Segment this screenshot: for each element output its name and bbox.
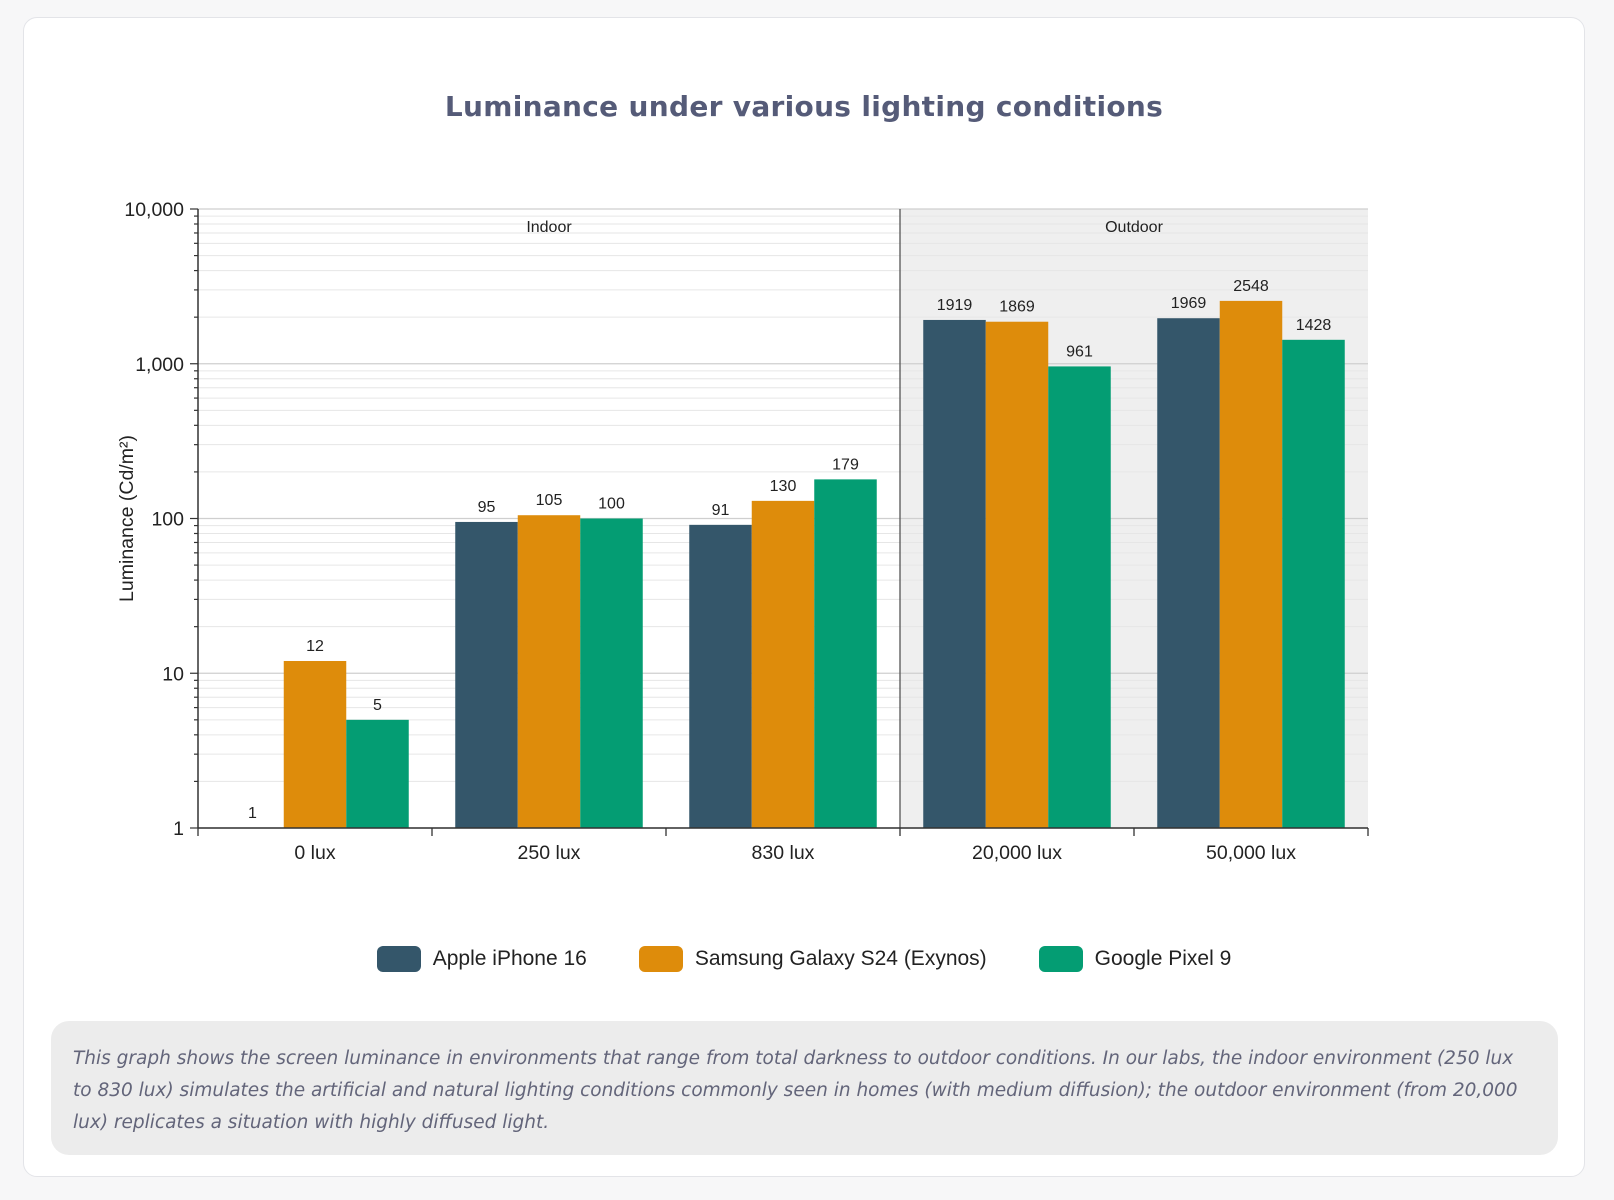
bar-value-label: 5	[373, 697, 382, 714]
bar	[751, 500, 815, 828]
x-tick-label: 830 lux	[752, 842, 815, 864]
bar	[346, 719, 409, 828]
legend-item[interactable]: Samsung Galaxy S24 (Exynos)	[638, 946, 987, 972]
chart-title: Luminance under various lighting conditi…	[444, 90, 1164, 123]
x-tick-label: 0 lux	[294, 842, 335, 864]
bar-value-label: 2548	[1233, 278, 1269, 295]
region-label-indoor: Indoor	[526, 219, 572, 236]
x-tick-label: 250 lux	[518, 842, 581, 864]
bar	[985, 321, 1049, 828]
y-axis-title: Luminance (Cd/m²)	[116, 435, 138, 602]
chart-card: Luminance under various lighting conditi…	[23, 17, 1585, 1177]
bar-value-label: 91	[712, 502, 730, 519]
chart-description: This graph shows the screen luminance in…	[51, 1021, 1558, 1155]
bar-value-label: 1428	[1296, 317, 1332, 334]
bar-value-label: 1	[248, 805, 257, 822]
bar-value-label: 1869	[999, 299, 1035, 316]
legend-item[interactable]: Apple iPhone 16	[376, 946, 587, 972]
legend-item[interactable]: Google Pixel 9	[1038, 946, 1232, 972]
y-tick-label: 1,000	[135, 354, 184, 376]
bar-value-label: 1919	[937, 297, 973, 314]
bar	[1048, 366, 1111, 828]
bar-value-label: 961	[1066, 343, 1093, 360]
region-label-outdoor: Outdoor	[1105, 219, 1163, 236]
legend-label: Apple iPhone 16	[432, 947, 587, 970]
bar-value-label: 105	[536, 492, 563, 509]
bar	[1282, 339, 1345, 828]
bar-value-label: 100	[598, 496, 625, 513]
bar	[283, 660, 347, 828]
y-tick-label: 1	[173, 818, 184, 840]
legend-swatch	[638, 946, 683, 972]
bar-value-label: 130	[770, 478, 797, 495]
bar	[517, 515, 581, 828]
x-tick-label: 20,000 lux	[972, 842, 1062, 864]
bar	[923, 319, 986, 828]
bar	[455, 521, 518, 828]
bar	[689, 524, 752, 828]
chart-legend: Apple iPhone 16 Samsung Galaxy S24 (Exyno…	[24, 946, 1584, 972]
bar	[1157, 318, 1220, 828]
bar	[1219, 300, 1283, 828]
bar-value-label: 1969	[1171, 295, 1207, 312]
bar	[814, 479, 877, 828]
legend-label: Google Pixel 9	[1094, 947, 1232, 970]
bar-value-label: 12	[306, 638, 324, 655]
legend-swatch	[376, 946, 421, 972]
bar	[580, 518, 643, 828]
legend-swatch	[1038, 946, 1083, 972]
y-tick-label: 10,000	[124, 199, 184, 221]
legend-label: Samsung Galaxy S24 (Exynos)	[694, 947, 987, 970]
y-tick-label: 100	[151, 509, 184, 531]
bar-value-label: 95	[478, 499, 496, 516]
bar-value-label: 179	[832, 456, 859, 473]
y-tick-label: 10	[162, 663, 184, 685]
x-tick-label: 50,000 lux	[1206, 842, 1296, 864]
